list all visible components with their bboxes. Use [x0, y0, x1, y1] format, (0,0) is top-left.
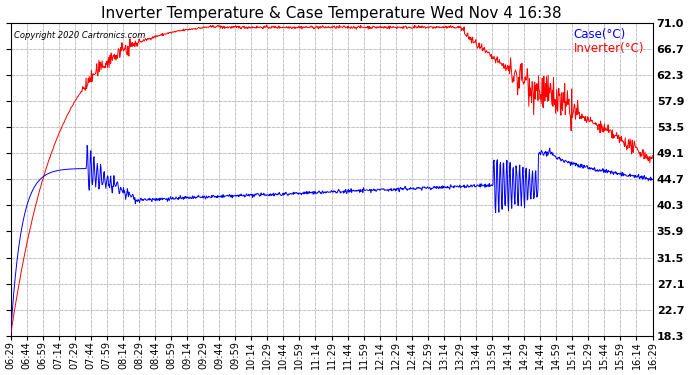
Title: Inverter Temperature & Case Temperature Wed Nov 4 16:38: Inverter Temperature & Case Temperature … — [101, 6, 562, 21]
Text: Copyright 2020 Cartronics.com: Copyright 2020 Cartronics.com — [14, 31, 145, 40]
Legend: Case(°C), Inverter(°C): Case(°C), Inverter(°C) — [571, 26, 647, 58]
